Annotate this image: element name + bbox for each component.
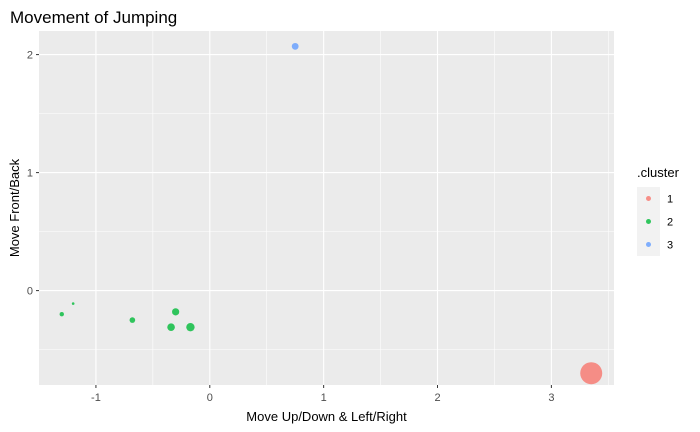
x-tick-label: 1 bbox=[321, 392, 327, 404]
data-point-cluster-2 bbox=[59, 312, 64, 317]
legend-title: .cluster bbox=[637, 165, 680, 180]
legend-key-swatch bbox=[646, 196, 651, 201]
y-tick-label: 2 bbox=[27, 50, 33, 62]
x-axis-ticks: -1 0 1 2 3 bbox=[91, 385, 554, 404]
data-point-cluster-2 bbox=[167, 323, 175, 331]
data-point-cluster-2 bbox=[186, 322, 195, 332]
data-point-cluster-3 bbox=[291, 42, 299, 50]
data-points bbox=[59, 42, 603, 385]
y-axis-ticks: 0 1 2 bbox=[27, 50, 39, 298]
grid-lines bbox=[39, 31, 614, 385]
x-tick-label: 0 bbox=[207, 392, 213, 404]
y-tick-label: 0 bbox=[27, 286, 33, 298]
y-axis-title: Move Front/Back bbox=[7, 158, 22, 257]
legend-key-swatch bbox=[646, 219, 651, 224]
data-point-cluster-2 bbox=[172, 308, 180, 316]
data-point-cluster-1 bbox=[580, 362, 603, 385]
y-tick-label: 1 bbox=[27, 168, 33, 180]
legend-label: 1 bbox=[667, 194, 673, 206]
x-tick-label: 3 bbox=[548, 392, 554, 404]
plot-panel bbox=[39, 31, 614, 385]
x-tick-label: -1 bbox=[91, 392, 101, 404]
legend: .cluster 1 2 3 bbox=[637, 165, 680, 256]
x-tick-label: 2 bbox=[434, 392, 440, 404]
legend-keys: 1 2 3 bbox=[637, 187, 673, 256]
data-point-cluster-2 bbox=[129, 317, 136, 323]
data-point-cluster-2 bbox=[71, 302, 75, 305]
legend-key-swatch bbox=[646, 242, 651, 247]
legend-label: 2 bbox=[667, 217, 673, 229]
legend-label: 3 bbox=[667, 240, 673, 252]
chart-title: Movement of Jumping bbox=[10, 8, 177, 27]
x-axis-title: Move Up/Down & Left/Right bbox=[246, 409, 407, 424]
